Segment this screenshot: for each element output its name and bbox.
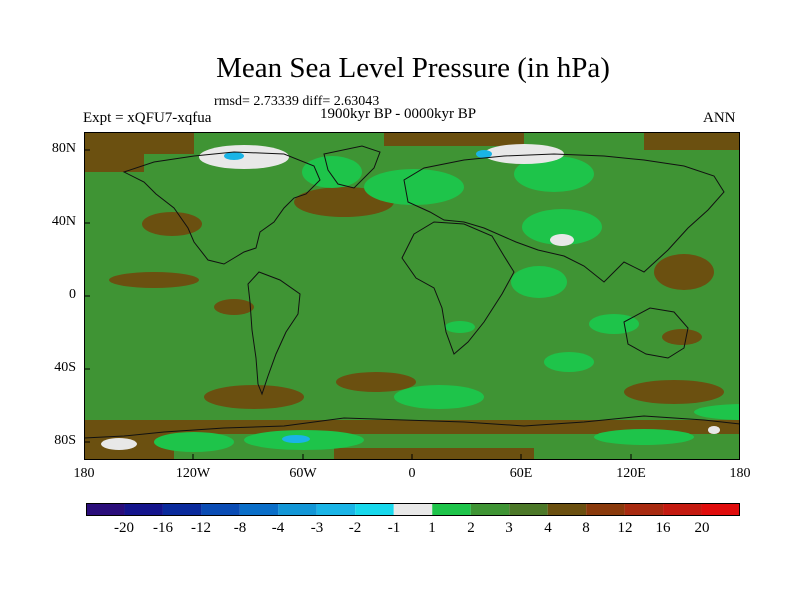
colorbar-swatch <box>586 503 625 516</box>
x-tick-0: 0 <box>408 466 416 481</box>
colorbar-label: -3 <box>310 520 324 536</box>
high-anomaly-regions <box>84 132 740 460</box>
colorbar-swatch <box>432 503 471 516</box>
colorbar-swatch <box>239 503 279 516</box>
colorbar-label: -20 <box>114 520 134 536</box>
colorbar-swatch <box>355 503 394 516</box>
colorbar-label: -2 <box>348 520 362 536</box>
low-anomaly-regions <box>154 156 740 452</box>
coast-north-america <box>122 151 321 265</box>
colorbar-label: -12 <box>191 520 211 536</box>
x-tick-180e: 180 <box>729 466 751 481</box>
coast-eurasia <box>403 153 725 283</box>
negative-regions <box>224 150 492 443</box>
experiment-label: Expt = xQFU7-xqfua <box>83 110 212 126</box>
colorbar-swatch <box>470 503 510 516</box>
colorbar-swatch <box>124 503 163 516</box>
x-tick-120w: 120W <box>175 466 211 481</box>
map-field <box>84 132 740 460</box>
colorbar-label: 8 <box>582 520 590 536</box>
colorbar-swatch <box>162 503 202 516</box>
y-tick-80s: 80S <box>54 433 76 448</box>
coast-africa <box>401 221 515 355</box>
colorbar-label: -8 <box>233 520 247 536</box>
coast-greenland <box>323 145 381 189</box>
season-label: ANN <box>703 110 736 126</box>
colorbar-swatch <box>316 503 356 516</box>
colorbar-label: 16 <box>655 520 671 536</box>
colorbar-swatch <box>201 503 240 516</box>
y-tick-40s: 40S <box>54 360 76 375</box>
coast-south-america <box>247 271 301 396</box>
x-tick-120e: 120E <box>616 466 646 481</box>
y-tick-0: 0 <box>69 287 76 302</box>
colorbar-frame <box>86 503 740 516</box>
stats-label: rmsd= 2.73339 diff= 2.63043 <box>214 94 380 109</box>
x-tick-60w: 60W <box>289 466 317 481</box>
near-zero-regions <box>101 144 720 450</box>
colorbar-swatch <box>509 503 548 516</box>
colorbar-swatch <box>701 503 740 516</box>
colorbar-swatch <box>86 503 125 516</box>
colorbar-label: 4 <box>544 520 552 536</box>
colorbar-label: -1 <box>387 520 401 536</box>
period-label: 1900kyr BP - 0000kyr BP <box>320 106 477 122</box>
colorbar-label: -4 <box>271 520 285 536</box>
coast-australia <box>623 307 689 359</box>
colorbar-label: 1 <box>428 520 436 536</box>
colorbar-swatch <box>663 503 702 516</box>
y-tick-80n: 80N <box>51 141 76 156</box>
colorbar-label: 12 <box>617 520 633 536</box>
y-tick-40n: 40N <box>51 214 76 229</box>
plot-title: Mean Sea Level Pressure (in hPa) <box>216 52 610 84</box>
x-tick-180w: 180 <box>73 466 95 481</box>
colorbar-label: 20 <box>694 520 710 536</box>
colorbar-swatch <box>393 503 433 516</box>
colorbar <box>86 503 740 516</box>
x-tick-60e: 60E <box>509 466 533 481</box>
colorbar-swatch <box>547 503 587 516</box>
tick-marks <box>84 149 632 460</box>
colorbar-label: 2 <box>467 520 475 536</box>
colorbar-swatch <box>624 503 664 516</box>
colorbar-swatch <box>278 503 317 516</box>
pressure-difference-map <box>84 132 740 460</box>
coast-antarctica <box>84 415 740 439</box>
coastlines <box>84 145 740 439</box>
colorbar-label: -16 <box>153 520 173 536</box>
colorbar-label: 3 <box>505 520 513 536</box>
